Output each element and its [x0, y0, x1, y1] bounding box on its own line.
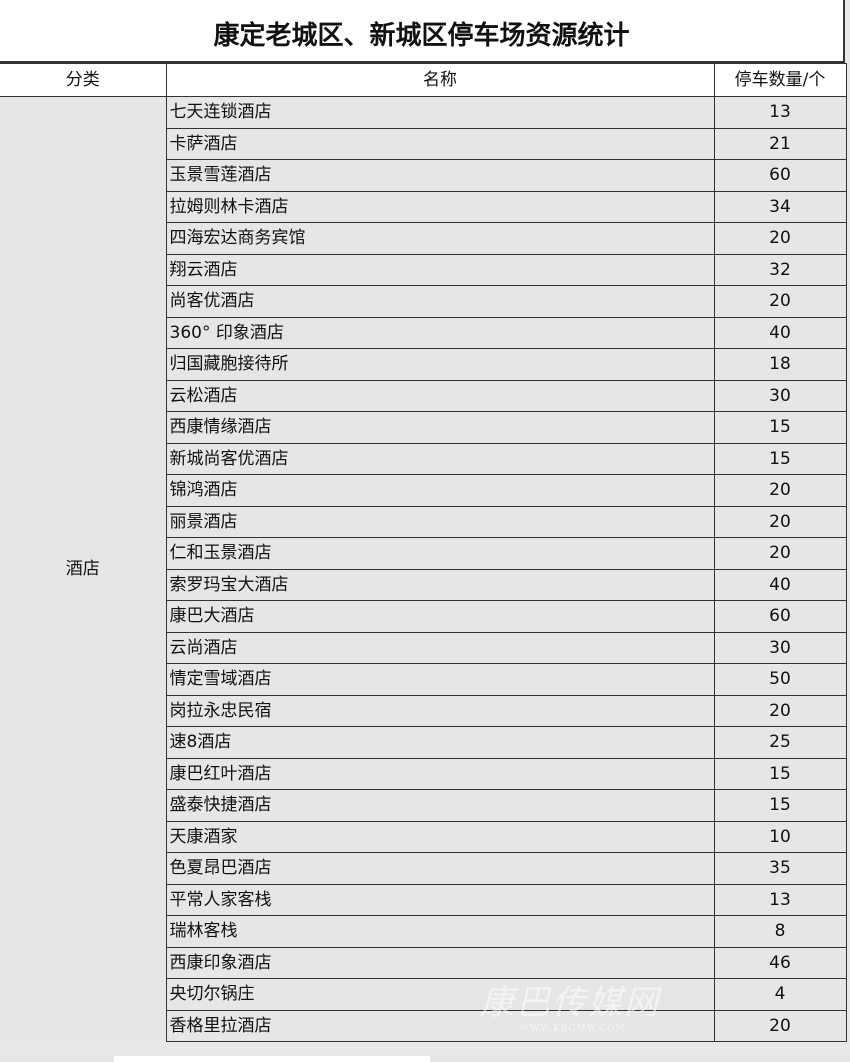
table-row: 央切尔锅庄 4: [0, 978, 847, 1011]
name-cell[interactable]: 康巴大酒店: [165, 600, 715, 633]
count-cell[interactable]: 25: [713, 726, 847, 759]
header-row: 分类 名称 停车数量/个: [0, 63, 847, 97]
name-cell[interactable]: 西康印象酒店: [165, 946, 715, 979]
table-row: 仁和玉景酒店 20: [0, 537, 847, 570]
table-row: 西康情缘酒店 15: [0, 411, 847, 444]
table-row: 归国藏胞接待所 18: [0, 348, 847, 381]
table-row: 康巴大酒店 60: [0, 600, 847, 633]
name-cell[interactable]: 瑞林客栈: [165, 915, 715, 948]
name-cell[interactable]: 香格里拉酒店: [165, 1009, 715, 1042]
table-row: 丽景酒店 20: [0, 505, 847, 538]
count-cell[interactable]: 4: [713, 978, 847, 1011]
name-cell[interactable]: 盛泰快捷酒店: [165, 789, 715, 822]
name-cell[interactable]: 新城尚客优酒店: [165, 442, 715, 475]
count-cell[interactable]: 60: [713, 600, 847, 633]
count-cell[interactable]: 20: [713, 222, 847, 255]
table-row: 拉姆则林卡酒店 34: [0, 190, 847, 223]
name-cell[interactable]: 索罗玛宝大酒店: [165, 568, 715, 601]
header-name: 名称: [165, 63, 715, 97]
table-row: 索罗玛宝大酒店 40: [0, 568, 847, 601]
count-cell[interactable]: 8: [713, 915, 847, 948]
sheet-title: 康定老城区、新城区停车场资源统计: [0, 0, 845, 63]
header-count: 停车数量/个: [713, 63, 847, 97]
count-cell[interactable]: 34: [713, 190, 847, 223]
count-cell[interactable]: 18: [713, 348, 847, 381]
name-cell[interactable]: 七天连锁酒店: [165, 96, 715, 129]
category-cell[interactable]: 酒店: [0, 96, 167, 1042]
name-cell[interactable]: 尚客优酒店: [165, 285, 715, 318]
count-cell[interactable]: 15: [713, 757, 847, 790]
name-cell[interactable]: 色夏昂巴酒店: [165, 852, 715, 885]
table-row: 康巴红叶酒店 15: [0, 757, 847, 790]
count-cell[interactable]: 21: [713, 127, 847, 160]
name-cell[interactable]: 康巴红叶酒店: [165, 757, 715, 790]
table-row: 云尚酒店 30: [0, 631, 847, 664]
count-cell[interactable]: 20: [713, 285, 847, 318]
count-cell[interactable]: 40: [713, 316, 847, 349]
name-cell[interactable]: 岗拉永忠民宿: [165, 694, 715, 727]
table-row: 天康酒家 10: [0, 820, 847, 853]
name-cell[interactable]: 玉景雪莲酒店: [165, 159, 715, 192]
name-cell[interactable]: 央切尔锅庄: [165, 978, 715, 1011]
table-row: 四海宏达商务宾馆 20: [0, 222, 847, 255]
table-row: 翔云酒店 32: [0, 253, 847, 286]
count-cell[interactable]: 13: [713, 883, 847, 916]
name-cell[interactable]: 情定雪域酒店: [165, 663, 715, 696]
table-row: 平常人家客栈 13: [0, 883, 847, 916]
name-cell[interactable]: 拉姆则林卡酒店: [165, 190, 715, 223]
count-cell[interactable]: 20: [713, 694, 847, 727]
table-row: 360° 印象酒店 40: [0, 316, 847, 349]
count-cell[interactable]: 40: [713, 568, 847, 601]
count-cell[interactable]: 20: [713, 1009, 847, 1042]
name-cell[interactable]: 四海宏达商务宾馆: [165, 222, 715, 255]
cell-selection-patch: [114, 1056, 430, 1062]
table-row: 新城尚客优酒店 15: [0, 442, 847, 475]
name-cell[interactable]: 卡萨酒店: [165, 127, 715, 160]
count-cell[interactable]: 10: [713, 820, 847, 853]
name-cell[interactable]: 天康酒家: [165, 820, 715, 853]
table-row: 尚客优酒店 20: [0, 285, 847, 318]
count-cell[interactable]: 35: [713, 852, 847, 885]
table-row: 西康印象酒店 46: [0, 946, 847, 979]
name-cell[interactable]: 翔云酒店: [165, 253, 715, 286]
count-cell[interactable]: 60: [713, 159, 847, 192]
count-cell[interactable]: 15: [713, 789, 847, 822]
table-row: 锦鸿酒店 20: [0, 474, 847, 507]
name-cell[interactable]: 丽景酒店: [165, 505, 715, 538]
count-cell[interactable]: 50: [713, 663, 847, 696]
table-row: 卡萨酒店 21: [0, 127, 847, 160]
count-cell[interactable]: 13: [713, 96, 847, 129]
name-cell[interactable]: 速8酒店: [165, 726, 715, 759]
count-cell[interactable]: 46: [713, 946, 847, 979]
name-cell[interactable]: 锦鸿酒店: [165, 474, 715, 507]
table-row: 酒店 七天连锁酒店 13: [0, 96, 847, 1042]
name-cell[interactable]: 仁和玉景酒店: [165, 537, 715, 570]
count-cell[interactable]: 30: [713, 631, 847, 664]
table-row: 瑞林客栈 8: [0, 915, 847, 948]
sheet-bottom-strip: [0, 1056, 850, 1062]
header-category: 分类: [0, 63, 167, 97]
count-cell[interactable]: 20: [713, 505, 847, 538]
table-row: 香格里拉酒店 20: [0, 1009, 847, 1042]
count-cell[interactable]: 20: [713, 474, 847, 507]
name-cell[interactable]: 归国藏胞接待所: [165, 348, 715, 381]
table-row: 岗拉永忠民宿 20: [0, 694, 847, 727]
name-cell[interactable]: 云松酒店: [165, 379, 715, 412]
count-cell[interactable]: 32: [713, 253, 847, 286]
count-cell[interactable]: 20: [713, 537, 847, 570]
name-cell[interactable]: 360° 印象酒店: [165, 316, 715, 349]
table-row: 色夏昂巴酒店 35: [0, 852, 847, 885]
count-cell[interactable]: 15: [713, 442, 847, 475]
parking-table: 分类 名称 停车数量/个 酒店 七天连锁酒店 13 卡萨酒店 21 玉景雪莲酒店 60 拉姆则…: [0, 63, 847, 1042]
count-cell[interactable]: 30: [713, 379, 847, 412]
count-cell[interactable]: 15: [713, 411, 847, 444]
table-row: 情定雪域酒店 50: [0, 663, 847, 696]
name-cell[interactable]: 云尚酒店: [165, 631, 715, 664]
name-cell[interactable]: 西康情缘酒店: [165, 411, 715, 444]
name-cell[interactable]: 平常人家客栈: [165, 883, 715, 916]
